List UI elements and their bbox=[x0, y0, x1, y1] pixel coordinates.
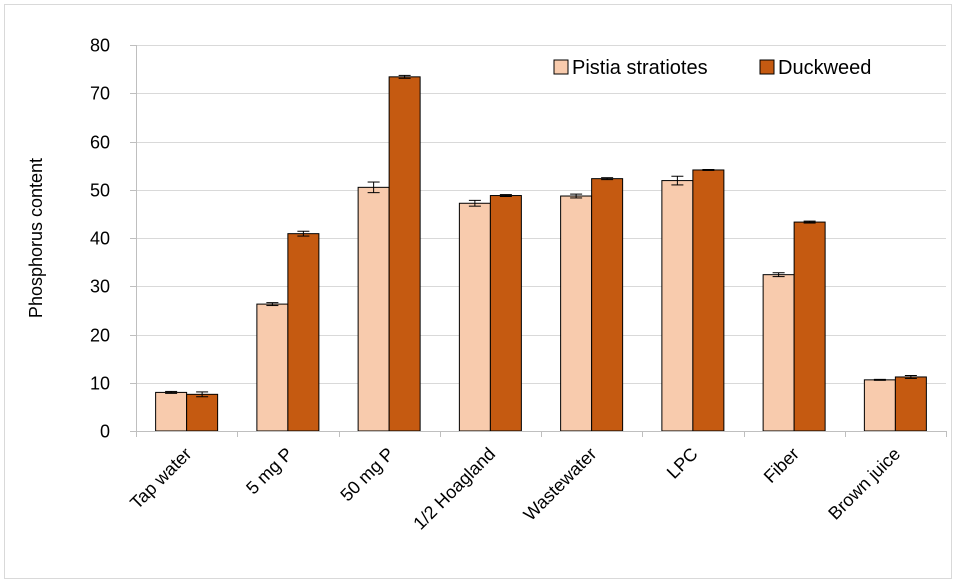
bar-duckweed bbox=[591, 178, 624, 432]
axes bbox=[130, 45, 947, 437]
bar-duckweed bbox=[692, 169, 725, 432]
y-tick-label: 80 bbox=[90, 36, 110, 56]
legend-swatch-pistia-stratiotes bbox=[553, 59, 569, 75]
y-tick-label: 70 bbox=[90, 84, 110, 104]
bar-pistia-stratiotes bbox=[762, 274, 795, 432]
y-tick-label: 20 bbox=[90, 326, 110, 346]
bar-duckweed bbox=[186, 393, 219, 432]
error-bars bbox=[165, 74, 917, 398]
legend: Pistia stratiotes Duckweed bbox=[553, 57, 871, 79]
bar-pistia-stratiotes bbox=[357, 186, 390, 432]
legend-swatch-duckweed bbox=[759, 59, 775, 75]
y-tick-label: 10 bbox=[90, 374, 110, 394]
y-tick-label: 0 bbox=[100, 422, 110, 442]
bar-pistia-stratiotes bbox=[155, 391, 188, 432]
bar-duckweed bbox=[793, 221, 826, 432]
y-tick-label: 40 bbox=[90, 229, 110, 249]
y-tick-label: 60 bbox=[90, 133, 110, 153]
bar-duckweed bbox=[894, 376, 927, 432]
bar-duckweed bbox=[388, 76, 421, 432]
bar-duckweed bbox=[287, 233, 320, 432]
y-tick-labels: 0 10 20 30 40 50 60 70 80 bbox=[90, 36, 110, 442]
y-axis-title: Phosphorus content bbox=[26, 158, 46, 318]
y-tick-label: 50 bbox=[90, 181, 110, 201]
bar-pistia-stratiotes bbox=[458, 202, 491, 432]
bar-pistia-stratiotes bbox=[661, 180, 694, 432]
legend-label-duckweed: Duckweed bbox=[778, 57, 871, 79]
bar-duckweed bbox=[489, 195, 522, 432]
bar-pistia-stratiotes bbox=[560, 195, 593, 432]
bar-pistia-stratiotes bbox=[863, 379, 896, 432]
y-tick-label: 30 bbox=[90, 277, 110, 297]
bars bbox=[155, 76, 927, 432]
legend-label-pistia-stratiotes: Pistia stratiotes bbox=[572, 57, 708, 79]
bar-pistia-stratiotes bbox=[256, 303, 289, 432]
